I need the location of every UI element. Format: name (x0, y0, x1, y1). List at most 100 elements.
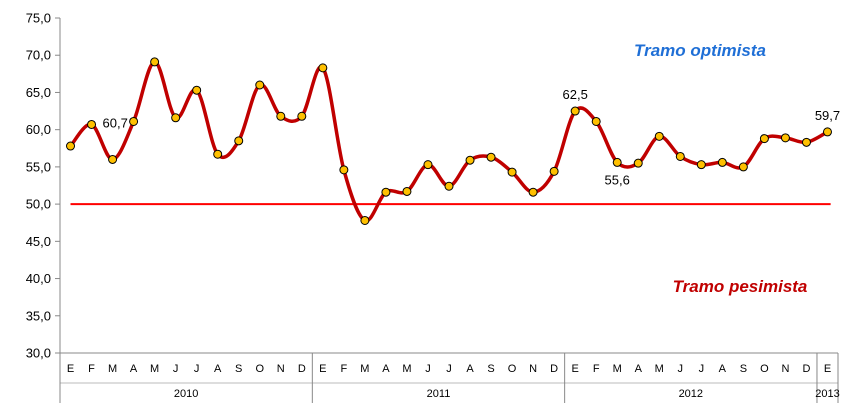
x-tick-label: F (593, 363, 600, 375)
x-tick-label: J (699, 363, 705, 375)
data-point (318, 63, 328, 73)
data-label: 55,6 (605, 172, 630, 187)
series-markers (66, 57, 832, 225)
year-label: 2012 (679, 388, 703, 400)
y-tick-label: 75,0 (26, 11, 51, 26)
y-tick-label: 60,0 (26, 122, 51, 137)
data-point (507, 167, 517, 177)
data-point (654, 131, 664, 141)
x-tick-label: N (529, 363, 537, 375)
data-labels: 60,7 62,5 55,6 59,7 (103, 87, 841, 187)
x-tick-label: S (235, 363, 242, 375)
data-point (402, 186, 412, 196)
x-tick-label: E (67, 363, 74, 375)
x-tick-label: D (298, 363, 306, 375)
data-point (66, 141, 76, 151)
data-point (234, 136, 244, 146)
x-tick-label: D (550, 363, 558, 375)
x-tick-label: E (824, 363, 831, 375)
data-label: 62,5 (563, 87, 588, 102)
x-tick-label: D (802, 363, 810, 375)
data-point (192, 85, 202, 95)
data-point (759, 134, 769, 144)
year-label: 2013 (815, 388, 839, 400)
annotation-optimista: Tramo optimista (634, 41, 766, 60)
data-point (339, 165, 349, 175)
annotation-pesimista: Tramo pesimista (673, 277, 808, 296)
x-tick-label: S (740, 363, 747, 375)
x-tick-label: A (635, 363, 643, 375)
x-tick-label: A (719, 363, 727, 375)
x-tick-label: J (194, 363, 200, 375)
data-point (801, 137, 811, 147)
x-tick-label: O (508, 363, 517, 375)
y-tick-label: 65,0 (26, 85, 51, 100)
data-point (633, 158, 643, 168)
data-point (423, 160, 433, 170)
data-point (129, 116, 139, 126)
data-point (528, 187, 538, 197)
x-tick-label: O (760, 363, 769, 375)
data-point (255, 80, 265, 90)
data-point (570, 106, 580, 116)
x-tick-label: J (425, 363, 431, 375)
x-tick-label: N (781, 363, 789, 375)
data-point (297, 111, 307, 121)
data-point (465, 155, 475, 165)
x-tick-label: M (613, 363, 622, 375)
x-tick-label: F (88, 363, 95, 375)
data-point (87, 119, 97, 129)
data-point (591, 116, 601, 126)
data-point (444, 181, 454, 191)
data-point (108, 154, 118, 164)
x-tick-label: J (678, 363, 684, 375)
data-point (717, 157, 727, 167)
x-tick-label: N (277, 363, 285, 375)
data-point (486, 152, 496, 162)
data-point (738, 162, 748, 172)
axes: 30,0 35,0 40,0 45,0 50,0 55,0 60,0 65,0 70,0 75,0… (26, 11, 840, 403)
data-point (381, 187, 391, 197)
x-tick-label: M (402, 363, 411, 375)
x-tick-label: E (571, 363, 578, 375)
x-tick-label: J (446, 363, 452, 375)
x-tick-label: M (108, 363, 117, 375)
y-tick-label: 55,0 (26, 159, 51, 174)
data-point (171, 113, 181, 123)
data-point (549, 166, 559, 176)
year-label: 2010 (174, 388, 198, 400)
x-tick-label: O (255, 363, 264, 375)
y-tick-label: 40,0 (26, 271, 51, 286)
data-label: 60,7 (103, 115, 128, 130)
data-point (675, 151, 685, 161)
data-point (213, 149, 223, 159)
x-tick-label: A (130, 363, 138, 375)
data-point (360, 215, 370, 225)
y-tick-label: 70,0 (26, 48, 51, 63)
x-tick-label: M (360, 363, 369, 375)
y-tick-label: 45,0 (26, 234, 51, 249)
x-tick-label: A (214, 363, 222, 375)
data-point (822, 127, 832, 137)
x-tick-label: A (382, 363, 390, 375)
y-tick-label: 50,0 (26, 197, 51, 212)
series-line (68, 60, 830, 223)
y-tick-label: 30,0 (26, 346, 51, 361)
data-label: 59,7 (815, 108, 840, 123)
y-tick-label: 35,0 (26, 308, 51, 323)
series-line-group (68, 60, 830, 223)
x-tick-label: M (150, 363, 159, 375)
x-tick-label: S (487, 363, 494, 375)
x-tick-label: F (340, 363, 347, 375)
x-tick-label: M (655, 363, 664, 375)
x-tick-label: A (466, 363, 474, 375)
data-point (612, 157, 622, 167)
year-label: 2011 (427, 388, 451, 400)
data-point (276, 111, 286, 121)
x-tick-label: E (319, 363, 326, 375)
data-point (696, 160, 706, 170)
data-point (780, 133, 790, 143)
data-point (150, 57, 160, 67)
x-tick-label: J (173, 363, 179, 375)
